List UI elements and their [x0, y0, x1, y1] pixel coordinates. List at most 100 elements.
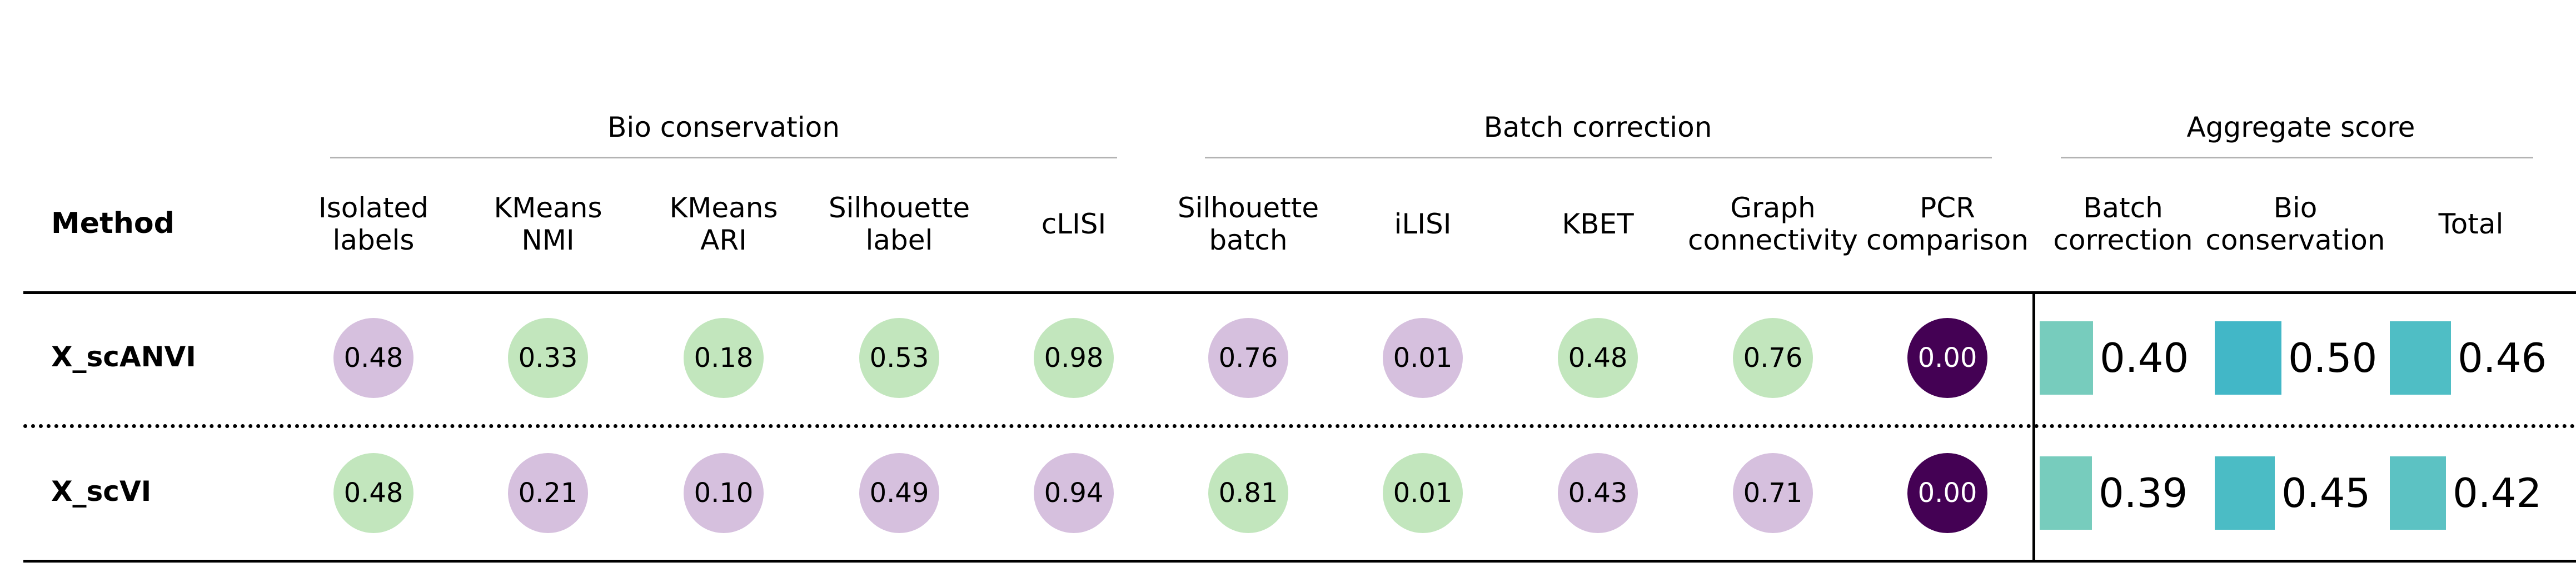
row-separator	[23, 424, 2576, 428]
column-header-line: iLISI	[1394, 208, 1452, 240]
score-circle: 0.98	[1034, 318, 1114, 398]
score-value: 0.10	[694, 477, 754, 509]
score-value: 0.01	[1393, 342, 1453, 374]
column-header: Silhouette batch	[1178, 192, 1319, 256]
score-circle: 0.00	[1907, 453, 1987, 533]
score-circle: 0.48	[333, 318, 413, 398]
aggregate-bar	[2390, 321, 2451, 395]
bottom-rule	[23, 560, 2576, 563]
score-circle: 0.18	[684, 318, 764, 398]
score-circle: 0.81	[1208, 453, 1288, 533]
score-value: 0.94	[1044, 477, 1104, 509]
score-circle: 0.48	[1558, 318, 1638, 398]
score-value: 0.00	[1917, 477, 1977, 509]
column-header-line: Batch	[2083, 192, 2163, 224]
column-header: Isolated labels	[318, 192, 428, 256]
group-label-aggregate-score: Aggregate score	[2186, 111, 2415, 143]
column-header-line: batch	[1209, 224, 1288, 256]
group-underline-batch-correction	[1205, 157, 1992, 158]
score-value: 0.01	[1393, 477, 1453, 509]
method-column-header: Method	[51, 207, 175, 240]
score-value: 0.98	[1044, 342, 1104, 374]
aggregate-bar	[2215, 456, 2275, 530]
score-circle: 0.71	[1733, 453, 1813, 533]
score-circle: 0.43	[1558, 453, 1638, 533]
column-header: Batch correction	[2053, 192, 2193, 256]
column-header-line: Silhouette	[828, 192, 970, 224]
column-header-line: NMI	[521, 224, 575, 256]
score-circle: 0.10	[684, 453, 764, 533]
score-value: 0.76	[1218, 342, 1278, 374]
column-header: KMeans ARI	[669, 192, 778, 256]
aggregate-bar	[2215, 321, 2281, 395]
score-value: 0.48	[343, 342, 403, 374]
aggregate-value: 0.40	[2100, 335, 2189, 381]
score-value: 0.18	[694, 342, 754, 374]
score-circle: 0.48	[333, 453, 413, 533]
column-header-line: Graph	[1730, 192, 1816, 224]
column-header: cLISI	[1042, 208, 1107, 240]
column-header-line: Bio	[2273, 192, 2318, 224]
column-header: KMeans NMI	[494, 192, 602, 256]
score-value: 0.81	[1218, 477, 1278, 509]
score-circle: 0.00	[1907, 318, 1987, 398]
row-label-method: X_scANVI	[51, 341, 196, 373]
column-header-line: Total	[2438, 208, 2504, 240]
column-header-line: Isolated	[318, 192, 429, 224]
score-circle: 0.01	[1383, 453, 1463, 533]
column-header: Total	[2439, 208, 2504, 240]
column-header-line: KBET	[1562, 208, 1634, 240]
row-label-method: X_scVI	[51, 475, 152, 508]
group-underline-aggregate-score	[2061, 157, 2533, 158]
score-value: 0.33	[518, 342, 578, 374]
score-value: 0.53	[869, 342, 929, 374]
column-header-line: labels	[332, 224, 415, 256]
column-header-line: KMeans	[494, 192, 602, 224]
column-header-line: comparison	[1866, 224, 2029, 256]
score-circle: 0.76	[1208, 318, 1288, 398]
aggregate-bar	[2040, 456, 2092, 530]
score-value: 0.43	[1568, 477, 1628, 509]
column-header-line: Silhouette	[1177, 192, 1319, 224]
score-circle: 0.76	[1733, 318, 1813, 398]
score-value: 0.48	[343, 477, 403, 509]
score-value: 0.21	[518, 477, 578, 509]
score-value: 0.71	[1743, 477, 1803, 509]
header-rule	[23, 291, 2576, 294]
column-header: PCR comparison	[1866, 192, 2029, 256]
score-circle: 0.53	[859, 318, 939, 398]
aggregate-divider	[2032, 291, 2035, 563]
score-circle: 0.33	[508, 318, 588, 398]
column-header-line: label	[865, 224, 933, 256]
column-header: KBET	[1562, 208, 1633, 240]
aggregate-value: 0.50	[2288, 335, 2378, 381]
score-circle: 0.94	[1034, 453, 1114, 533]
group-label-batch-correction: Batch correction	[1483, 111, 1712, 143]
aggregate-bar	[2040, 321, 2093, 395]
aggregate-value: 0.45	[2281, 470, 2371, 516]
column-header: Graph connectivity	[1688, 192, 1858, 256]
column-header: Silhouette label	[829, 192, 970, 256]
column-header: iLISI	[1394, 208, 1452, 240]
aggregate-value: 0.46	[2458, 335, 2547, 381]
column-header-line: ARI	[700, 224, 747, 256]
aggregate-value: 0.42	[2453, 470, 2542, 516]
aggregate-value: 0.39	[2099, 470, 2188, 516]
column-header-line: conservation	[2205, 224, 2385, 256]
score-circle: 0.21	[508, 453, 588, 533]
column-header-line: cLISI	[1041, 208, 1107, 240]
aggregate-bar	[2390, 456, 2446, 530]
score-circle: 0.01	[1383, 318, 1463, 398]
score-circle: 0.49	[859, 453, 939, 533]
group-label-bio-conservation: Bio conservation	[607, 111, 840, 143]
column-header-line: correction	[2053, 224, 2193, 256]
column-header-line: PCR	[1920, 192, 1975, 224]
score-value: 0.00	[1917, 342, 1977, 374]
column-header: Bio conservation	[2205, 192, 2385, 256]
column-header-line: KMeans	[669, 192, 778, 224]
score-value: 0.48	[1568, 342, 1628, 374]
group-underline-bio-conservation	[330, 157, 1117, 158]
score-value: 0.76	[1743, 342, 1803, 374]
column-header-line: connectivity	[1688, 224, 1858, 256]
score-value: 0.49	[869, 477, 929, 509]
